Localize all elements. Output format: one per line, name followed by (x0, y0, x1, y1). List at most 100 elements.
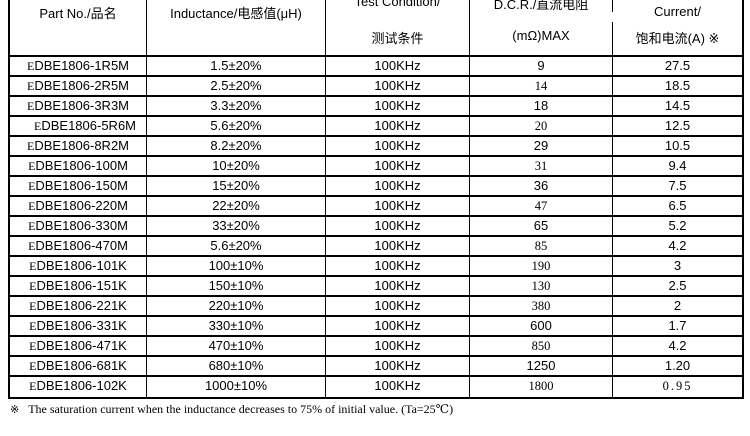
cell-current: 7.5 (668, 178, 687, 193)
cell-part-no: EDBE1806-470M (10, 237, 147, 255)
cell-dcr: 600 (470, 317, 613, 335)
cell-inductance: 330±10% (147, 317, 326, 335)
table-row: EDBE1806-681K 680±10% 100KHz 1250 1.20 (10, 357, 742, 377)
cell-current: 2.5 (668, 278, 687, 293)
table-row: EDBE1806-471K 470±10% 100KHz 850 4.2 (10, 337, 742, 357)
cell-test-condition: 100KHz (326, 377, 470, 397)
table-header-row: Part No./品名 Inductance/电感值(μH) Test Cond… (10, 0, 742, 57)
header-part-no: Part No./品名 (10, 0, 147, 55)
header-current-label-en: Current/ (654, 4, 701, 19)
footnote: ※ The saturation current when the inducta… (10, 402, 453, 417)
cell-part-no: EDBE1806-331K (10, 317, 147, 335)
header-current-label-cn: 饱和电流(A) ※ (635, 31, 720, 46)
cell-inductance: 5.6±20% (147, 117, 326, 135)
cell-current: 14.5 (664, 98, 691, 113)
cell-test-condition: 100KHz (326, 257, 470, 275)
cell-test-condition: 100KHz (326, 97, 470, 115)
header-test-condition-label-en: Test Condition/ (354, 0, 441, 9)
cell-test-condition: 100KHz (326, 57, 470, 75)
table-row: EDBE1806-150M 15±20% 100KHz 36 7.5 (10, 177, 742, 197)
cell-test-condition: 100KHz (326, 357, 470, 375)
cell-dcr: 190 (470, 257, 613, 275)
table-row: EDBE1806-100M 10±20% 100KHz 31 9.4 (10, 157, 742, 177)
cell-part-no: EDBE1806-5R6M (10, 117, 147, 135)
cell-dcr: 31 (470, 157, 613, 175)
cell-inductance: 10±20% (147, 157, 326, 175)
table-body: EDBE1806-1R5M 1.5±20% 100KHz 9 27.5 EDBE… (10, 57, 742, 397)
header-dcr-unit: (mΩ)MAX (512, 28, 570, 43)
cell-inductance: 220±10% (147, 297, 326, 315)
cell-dcr: 65 (470, 217, 613, 235)
cell-part-no: EDBE1806-151K (10, 277, 147, 295)
cell-part-no: EDBE1806-150M (10, 177, 147, 195)
cell-inductance: 8.2±20% (147, 137, 326, 155)
cell-test-condition: 100KHz (326, 137, 470, 155)
cell-test-condition: 100KHz (326, 337, 470, 355)
cell-current: 4.2 (668, 238, 687, 253)
cell-test-condition: 100KHz (326, 217, 470, 235)
cell-part-no: EDBE1806-221K (10, 297, 147, 315)
cell-dcr: 47 (470, 197, 613, 215)
table-row: EDBE1806-470M 5.6±20% 100KHz 85 4.2 (10, 237, 742, 257)
cell-dcr: 20 (470, 117, 613, 135)
header-part-no-label: Part No./品名 (39, 6, 117, 21)
table-row: EDBE1806-330M 33±20% 100KHz 65 5.2 (10, 217, 742, 237)
cell-part-no: EDBE1806-330M (10, 217, 147, 235)
cell-current: 4.2 (668, 338, 687, 353)
cell-inductance: 100±10% (147, 257, 326, 275)
cell-dcr: 1800 (470, 377, 613, 397)
cell-inductance: 2.5±20% (147, 77, 326, 95)
header-dcr-label: D.C.R./直流电阻 (493, 0, 589, 12)
cell-part-no: EDBE1806-220M (10, 197, 147, 215)
cell-inductance: 150±10% (147, 277, 326, 295)
cell-current: 1.7 (668, 318, 687, 333)
cell-current: 1.20 (664, 358, 691, 373)
cell-current: 5.2 (668, 218, 687, 233)
cell-dcr: 130 (470, 277, 613, 295)
header-inductance-label: Inductance/电感值(μH) (170, 6, 302, 21)
header-dcr: D.C.R./直流电阻 (mΩ)MAX (470, 0, 613, 55)
cell-current: 10.5 (664, 138, 691, 153)
cell-inductance: 5.6±20% (147, 237, 326, 255)
cell-inductance: 3.3±20% (147, 97, 326, 115)
cell-part-no: EDBE1806-100M (10, 157, 147, 175)
table-row: EDBE1806-3R3M 3.3±20% 100KHz 18 14.5 (10, 97, 742, 117)
cell-part-no: EDBE1806-471K (10, 337, 147, 355)
cell-test-condition: 100KHz (326, 157, 470, 175)
cell-inductance: 470±10% (147, 337, 326, 355)
cell-current: 9.4 (668, 158, 687, 173)
cell-test-condition: 100KHz (326, 177, 470, 195)
cell-inductance: 33±20% (147, 217, 326, 235)
cell-current: 27.5 (664, 58, 691, 73)
table-row: EDBE1806-220M 22±20% 100KHz 47 6.5 (10, 197, 742, 217)
cell-part-no: EDBE1806-101K (10, 257, 147, 275)
cell-inductance: 680±10% (147, 357, 326, 375)
footnote-reference-mark: ※ (10, 404, 20, 416)
spec-table: Part No./品名 Inductance/电感值(μH) Test Cond… (8, 0, 744, 399)
footnote-text: The saturation current when the inductan… (28, 402, 454, 416)
header-current: Current/ 饱和电流(A) ※ (613, 0, 742, 55)
cell-dcr: 29 (470, 137, 613, 155)
table-row: EDBE1806-151K 150±10% 100KHz 130 2.5 (10, 277, 742, 297)
header-inductance: Inductance/电感值(μH) (147, 0, 326, 55)
cell-dcr: 1250 (470, 357, 613, 375)
cell-part-no: EDBE1806-102K (10, 377, 147, 397)
cell-dcr: 18 (470, 97, 613, 115)
table-row: EDBE1806-2R5M 2.5±20% 100KHz 14 18.5 (10, 77, 742, 97)
cell-current: 3 (673, 258, 682, 273)
cell-part-no: EDBE1806-2R5M (10, 77, 147, 95)
cell-part-no: EDBE1806-8R2M (10, 137, 147, 155)
table-row: EDBE1806-8R2M 8.2±20% 100KHz 29 10.5 (10, 137, 742, 157)
cell-inductance: 22±20% (147, 197, 326, 215)
cell-test-condition: 100KHz (326, 197, 470, 215)
cell-dcr: 85 (470, 237, 613, 255)
border-gap-artifact (611, 12, 616, 22)
table-row: EDBE1806-102K 1000±10% 100KHz 1800 0.95 (10, 377, 742, 397)
table-row: EDBE1806-221K 220±10% 100KHz 380 2 (10, 297, 742, 317)
cell-current: 0.95 (662, 379, 693, 393)
cell-dcr: 14 (470, 77, 613, 95)
cell-inductance: 15±20% (147, 177, 326, 195)
cell-inductance: 1.5±20% (147, 57, 326, 75)
cell-test-condition: 100KHz (326, 237, 470, 255)
